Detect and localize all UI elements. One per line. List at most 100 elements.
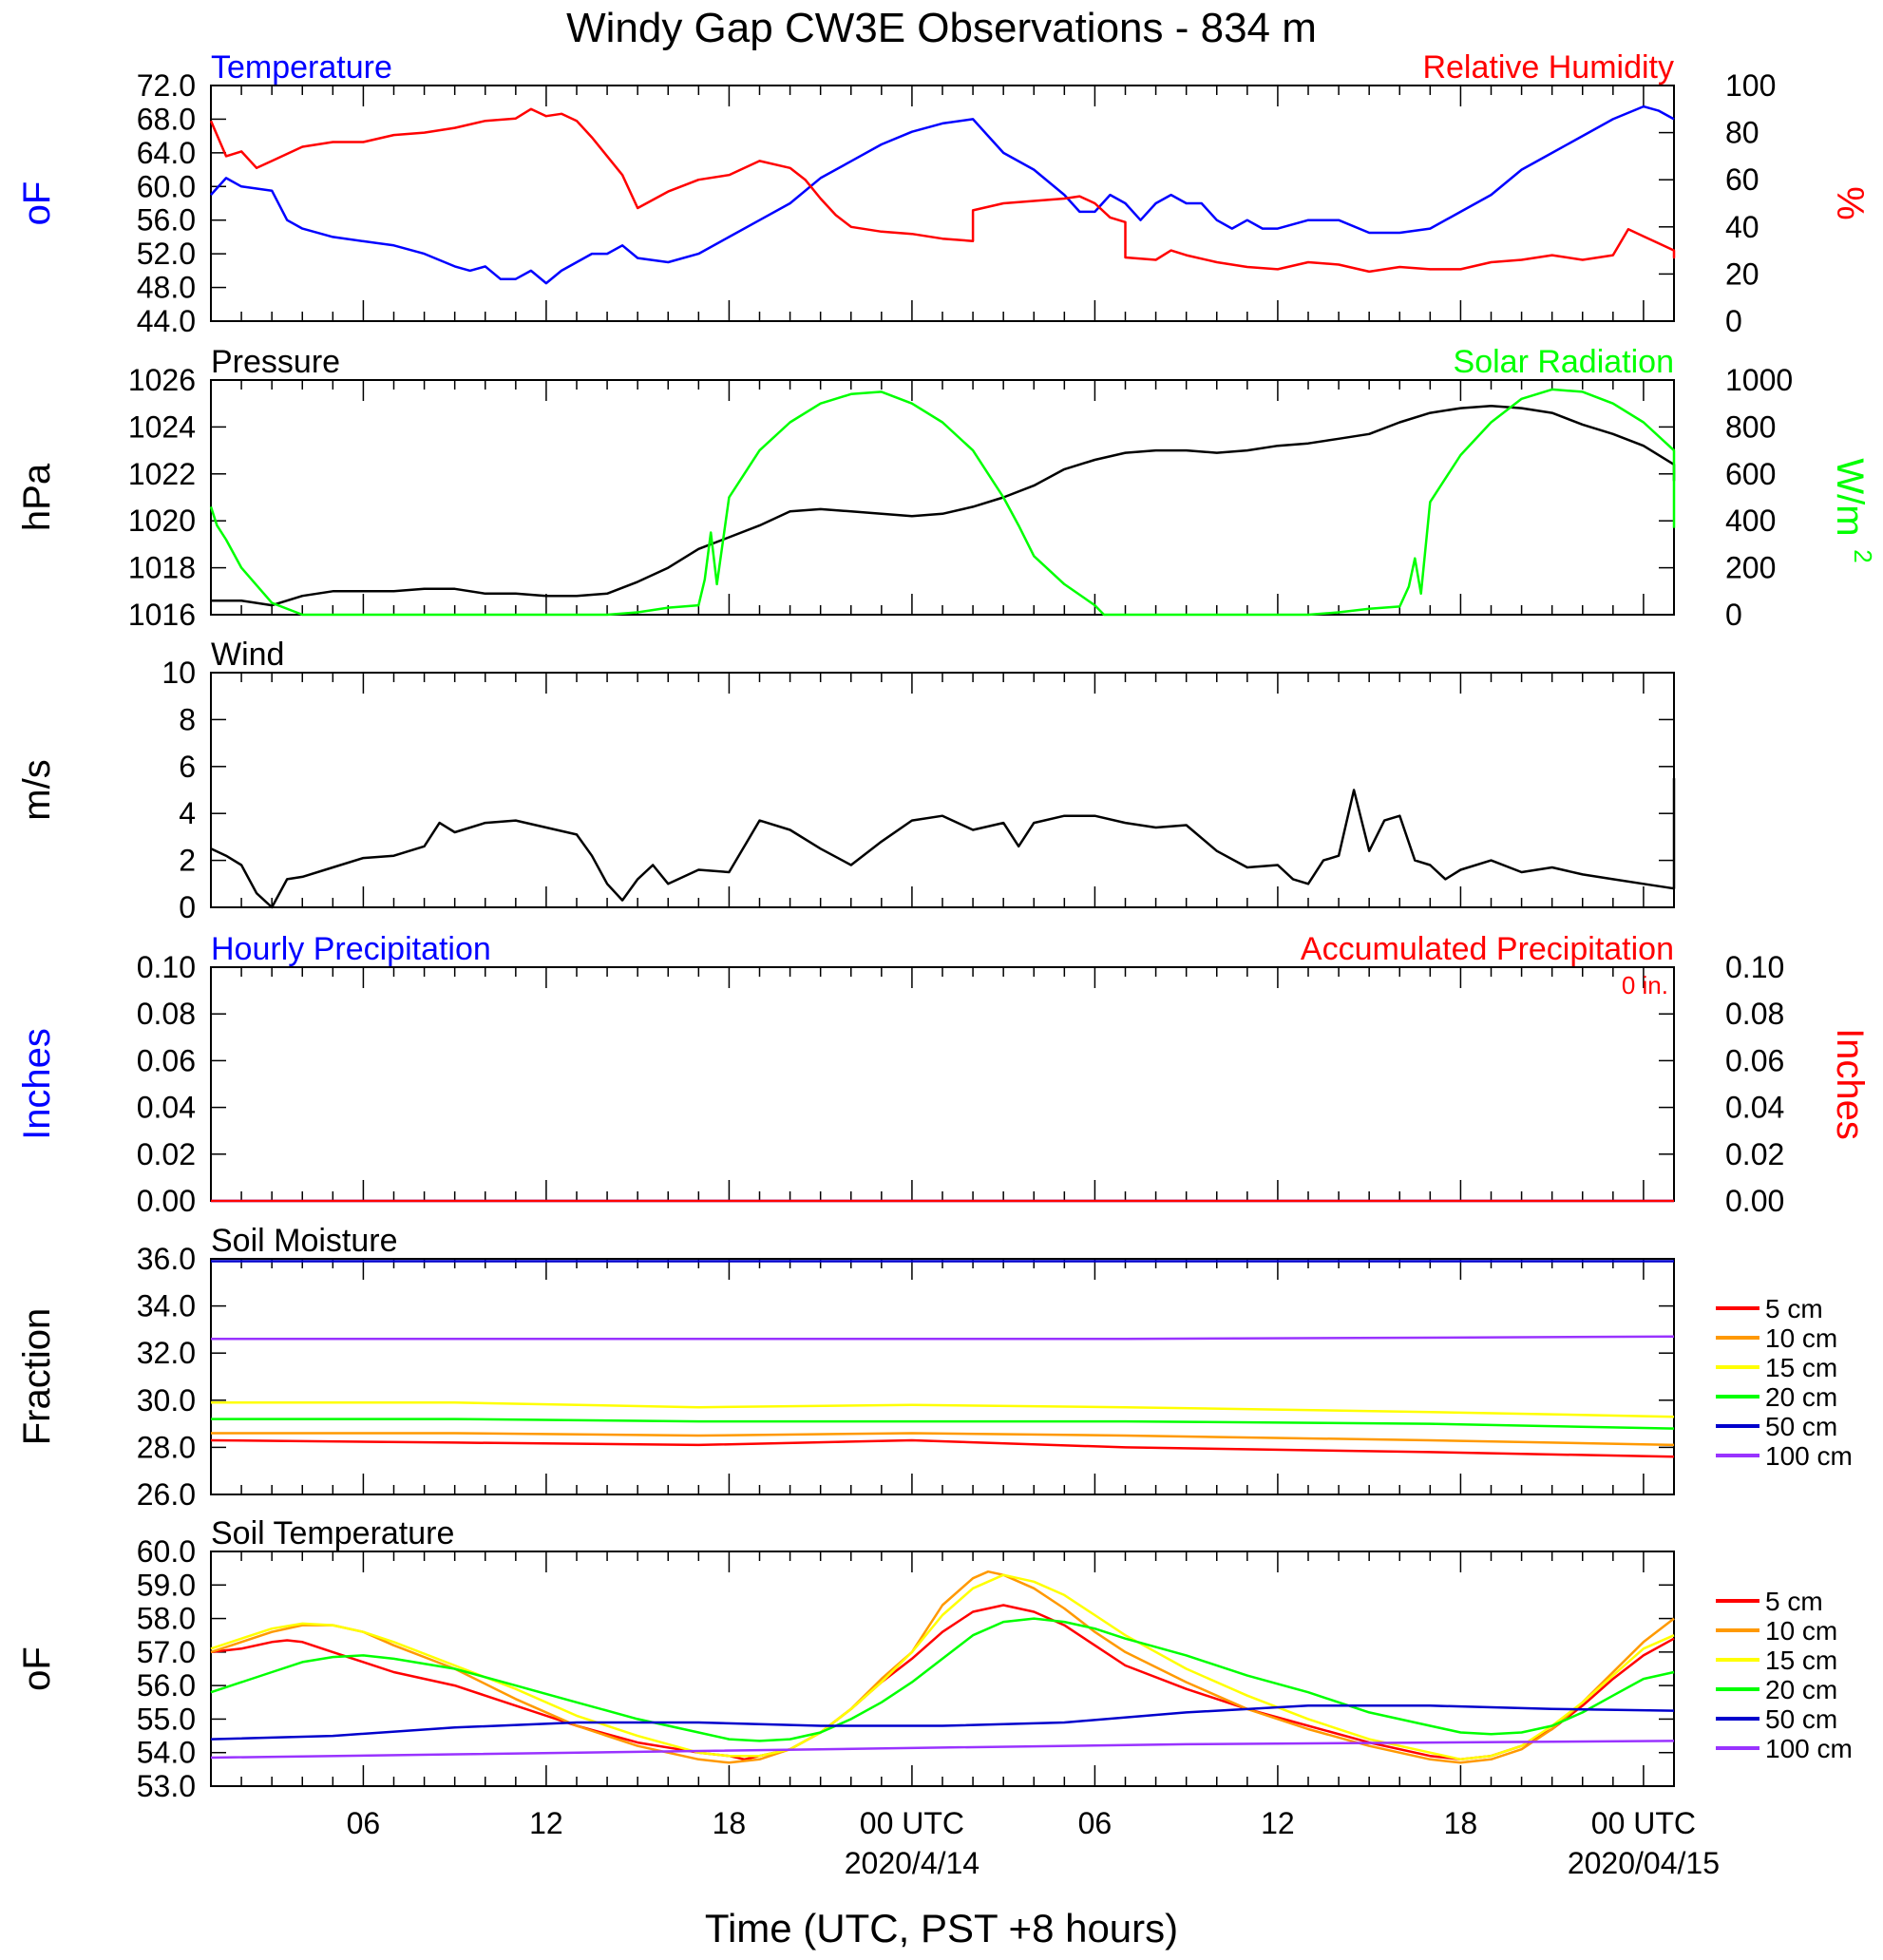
panel-title-right: Relative Humidity (1422, 49, 1674, 86)
panel-title-right: Accumulated Precipitation (1301, 931, 1674, 967)
legend-label: 15 cm (1765, 1646, 1837, 1675)
legend-label: 10 cm (1765, 1616, 1837, 1646)
y-tick-label: 52.0 (137, 237, 196, 271)
x-tick-date: 2020/04/15 (1568, 1846, 1720, 1880)
series-line-10-cm (211, 1432, 1675, 1447)
y-tick-label-right: 0.10 (1725, 950, 1784, 984)
y-tick-label: 34.0 (137, 1289, 196, 1323)
y-tick-label: 57.0 (137, 1635, 196, 1669)
y-tick-label: 32.0 (137, 1336, 196, 1370)
series-line-5-cm (210, 1604, 1675, 1761)
x-tick-label: 12 (529, 1806, 563, 1840)
x-tick-label: 18 (713, 1806, 747, 1840)
y-tick-label: 6 (179, 750, 196, 784)
legend-label: 100 cm (1765, 1441, 1853, 1471)
y-tick-label: 0.06 (137, 1043, 196, 1077)
y-tick-label: 10 (162, 656, 196, 690)
x-tick-date: 2020/4/14 (845, 1846, 980, 1880)
x-tick-label: 18 (1444, 1806, 1478, 1840)
panel-title-left: Pressure (211, 344, 340, 380)
panel-soil_temp: 53.054.055.056.057.058.059.060.0 oF Soil T… (16, 1515, 1853, 1803)
series-line-100-cm (210, 1740, 1675, 1760)
y-tick-label: 55.0 (137, 1702, 196, 1736)
plot-frame (210, 1258, 1675, 1495)
y-tick-label: 1018 (128, 551, 196, 585)
right-axis-label: Inches (1829, 1028, 1871, 1140)
left-axis-label: m/s (16, 759, 58, 820)
right-axis-label: % (1829, 186, 1871, 220)
y-tick-label: 1022 (128, 457, 196, 491)
left-axis-label: Fraction (16, 1308, 58, 1446)
right-axis-label-sup: 2 (1849, 549, 1877, 562)
series-line-100-cm (211, 1335, 1675, 1341)
y-tick-label-right: 600 (1725, 457, 1776, 491)
plot-frame (210, 379, 1675, 616)
y-tick-label: 72.0 (137, 68, 196, 103)
panel-annotation: 0 in. (1622, 971, 1668, 999)
y-tick-label: 2 (179, 844, 196, 878)
series-line-wind (210, 778, 1676, 909)
plot-frame (210, 1551, 1675, 1787)
y-tick-label: 0.02 (137, 1137, 196, 1171)
y-tick-label: 30.0 (137, 1383, 196, 1418)
series-line-10-cm (210, 1570, 1675, 1764)
x-tick-label: 12 (1261, 1806, 1295, 1840)
y-tick-label-right: 80 (1725, 116, 1759, 150)
legend-label: 20 cm (1765, 1675, 1837, 1704)
panel-title-left: Wind (211, 637, 284, 673)
right-axis-label: W/m (1829, 458, 1871, 536)
series-line-5-cm (210, 1438, 1675, 1458)
y-tick-label-right: 0 (1725, 304, 1742, 338)
chart-title: Windy Gap CW3E Observations - 834 m (566, 5, 1317, 51)
y-tick-label: 0.00 (137, 1184, 196, 1218)
y-tick-label-right: 100 (1725, 68, 1776, 103)
y-tick-label-right: 40 (1725, 210, 1759, 244)
y-tick-label: 60.0 (137, 1534, 196, 1569)
legend-label: 15 cm (1765, 1353, 1837, 1382)
y-tick-label: 1020 (128, 504, 196, 538)
legend-label: 20 cm (1765, 1382, 1837, 1412)
y-tick-label: 68.0 (137, 102, 196, 136)
y-tick-label: 58.0 (137, 1602, 196, 1636)
series-line-pressure (211, 404, 1676, 607)
panel-precip: 0.00 0.02 0.04 0.06 0.08 0.10 Inches 0.00 0.02 0.… (16, 931, 1871, 1218)
left-axis-label: Inches (16, 1028, 58, 1140)
y-tick-label: 53.0 (137, 1769, 196, 1803)
y-tick-label: 36.0 (137, 1242, 196, 1276)
left-axis-label: oF (16, 181, 58, 226)
y-tick-label: 56.0 (137, 1668, 196, 1703)
panel-temp_rh: 44.048.052.056.060.064.068.072.0 oF 0 20 40 6… (16, 49, 1871, 338)
y-tick-label-right: 0 (1725, 598, 1742, 632)
y-tick-label: 0 (179, 890, 196, 924)
legend-label: 100 cm (1765, 1734, 1853, 1763)
y-tick-label: 56.0 (137, 203, 196, 238)
panel-title-right: Solar Radiation (1454, 344, 1674, 380)
panel-pressure_solar: 1016 1018 1020 1022 1024 1026 hPa 0 200 400 600 800… (16, 344, 1877, 632)
y-tick-label: 28.0 (137, 1430, 196, 1464)
x-tick-label: 00 UTC (860, 1806, 964, 1840)
panel-soil_moisture: 26.0 28.0 30.0 32.0 34.0 36.0 Fraction Soil Moi… (16, 1223, 1853, 1512)
legend-label: 50 cm (1765, 1412, 1837, 1441)
plot-frame (210, 966, 1675, 1202)
y-tick-label-right: 0.00 (1725, 1184, 1784, 1218)
panel-title-left: Hourly Precipitation (211, 931, 491, 967)
y-tick-label-right: 1000 (1725, 363, 1793, 397)
legend-label: 5 cm (1765, 1294, 1823, 1323)
y-tick-label: 64.0 (137, 136, 196, 170)
series-line-20-cm (211, 1418, 1675, 1430)
y-tick-label: 1016 (128, 598, 196, 632)
y-tick-label: 54.0 (137, 1736, 196, 1770)
legend-label: 5 cm (1765, 1587, 1823, 1616)
y-tick-label: 0.04 (137, 1091, 196, 1125)
x-tick-label: 06 (1078, 1806, 1113, 1840)
y-tick-label: 59.0 (137, 1568, 196, 1602)
y-tick-label: 0.10 (137, 950, 196, 984)
y-tick-label-right: 0.02 (1725, 1137, 1784, 1171)
y-tick-label: 0.08 (137, 997, 196, 1031)
series-line-temperature (210, 105, 1675, 285)
legend-label: 10 cm (1765, 1323, 1837, 1353)
